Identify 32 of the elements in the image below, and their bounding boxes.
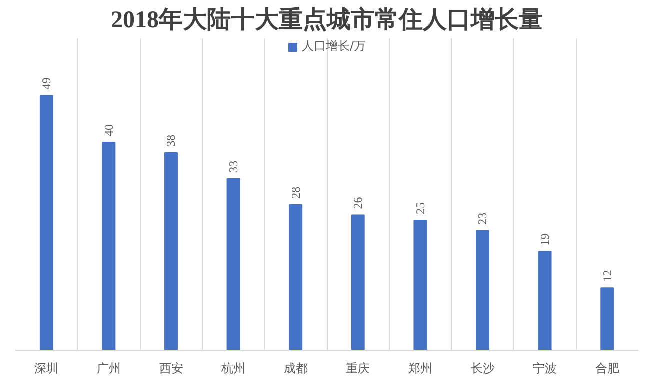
bar [102,142,116,350]
bar [40,95,54,350]
data-label: 38 [164,134,178,147]
x-tick-label: 广州 [96,362,121,376]
data-label: 25 [413,202,428,214]
data-label: 33 [226,160,241,173]
bar [600,288,614,350]
bar [414,220,428,350]
x-tick-label: 合肥 [595,362,620,376]
x-tick-label: 宁波 [533,362,558,376]
bar [351,214,365,350]
data-label: 12 [600,270,614,282]
chart-title: 2018年大陆十大重点城市常住人口增长量 [111,6,543,34]
data-label: 19 [538,234,552,246]
data-label: 28 [288,186,303,199]
x-tick-label: 成都 [284,362,308,376]
bar [164,152,178,350]
bar [226,178,240,350]
bar [289,204,303,350]
data-label: 23 [476,212,490,225]
x-tick-label: 深圳 [34,362,59,376]
x-tick-label: 郑州 [408,362,432,376]
x-tick-label: 杭州 [220,362,246,376]
bar [476,230,490,350]
x-tick-label: 重庆 [346,362,370,376]
x-tick-label: 西安 [159,362,184,376]
bar [538,251,552,350]
data-label: 26 [351,197,366,210]
x-tick-label: 长沙 [470,362,495,376]
data-label: 40 [102,124,116,136]
legend-label: 人口增长/万 [302,38,366,55]
data-label: 49 [40,78,54,90]
